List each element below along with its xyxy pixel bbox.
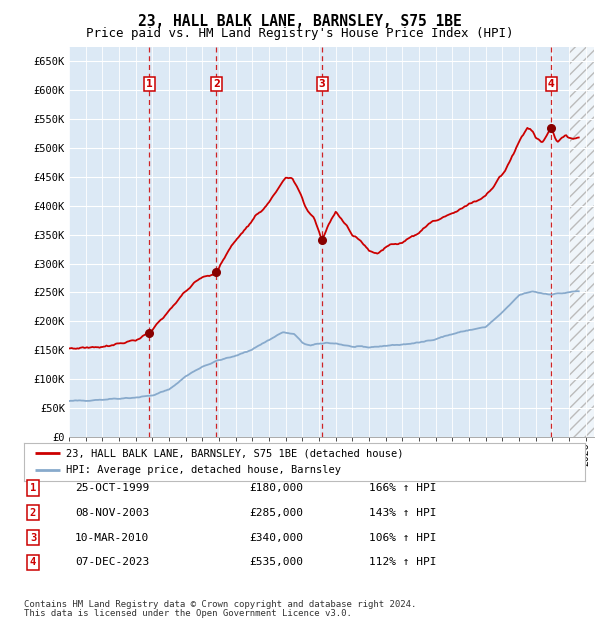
Text: 166% ↑ HPI: 166% ↑ HPI: [369, 483, 437, 493]
Text: Price paid vs. HM Land Registry's House Price Index (HPI): Price paid vs. HM Land Registry's House …: [86, 27, 514, 40]
Text: 07-DEC-2023: 07-DEC-2023: [75, 557, 149, 567]
Text: 2: 2: [213, 79, 220, 89]
Text: HPI: Average price, detached house, Barnsley: HPI: Average price, detached house, Barn…: [66, 466, 341, 476]
Text: This data is licensed under the Open Government Licence v3.0.: This data is licensed under the Open Gov…: [24, 608, 352, 618]
Text: 3: 3: [319, 79, 326, 89]
Text: 106% ↑ HPI: 106% ↑ HPI: [369, 533, 437, 542]
Text: 4: 4: [548, 79, 554, 89]
Text: 4: 4: [30, 557, 36, 567]
Text: 23, HALL BALK LANE, BARNSLEY, S75 1BE: 23, HALL BALK LANE, BARNSLEY, S75 1BE: [138, 14, 462, 29]
Text: Contains HM Land Registry data © Crown copyright and database right 2024.: Contains HM Land Registry data © Crown c…: [24, 600, 416, 609]
Bar: [569, 46, 594, 437]
Text: 08-NOV-2003: 08-NOV-2003: [75, 508, 149, 518]
Text: 143% ↑ HPI: 143% ↑ HPI: [369, 508, 437, 518]
Text: £180,000: £180,000: [249, 483, 303, 493]
Bar: [569, 46, 594, 437]
Text: 2: 2: [30, 508, 36, 518]
Text: 10-MAR-2010: 10-MAR-2010: [75, 533, 149, 542]
Text: £285,000: £285,000: [249, 508, 303, 518]
Text: £535,000: £535,000: [249, 557, 303, 567]
Text: 112% ↑ HPI: 112% ↑ HPI: [369, 557, 437, 567]
Text: £340,000: £340,000: [249, 533, 303, 542]
Text: 25-OCT-1999: 25-OCT-1999: [75, 483, 149, 493]
Text: 1: 1: [30, 483, 36, 493]
Text: 1: 1: [146, 79, 152, 89]
Text: 23, HALL BALK LANE, BARNSLEY, S75 1BE (detached house): 23, HALL BALK LANE, BARNSLEY, S75 1BE (d…: [66, 448, 404, 458]
Text: 3: 3: [30, 533, 36, 542]
